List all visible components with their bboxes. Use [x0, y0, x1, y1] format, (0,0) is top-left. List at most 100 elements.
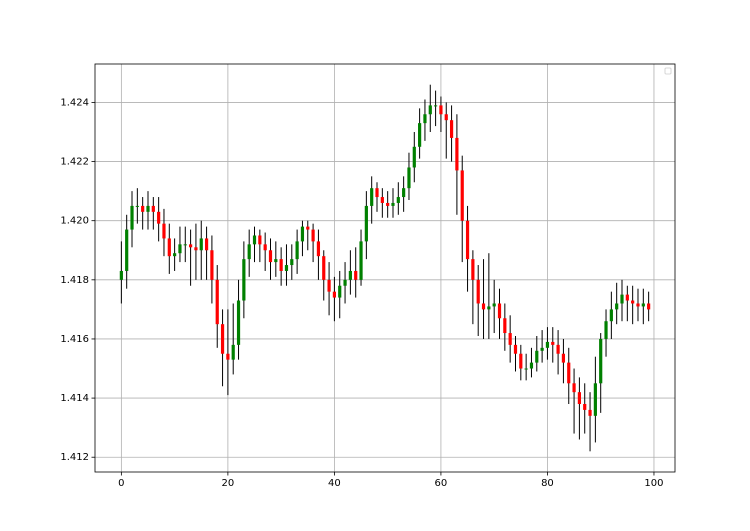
plot-frame — [94, 63, 676, 473]
candle-body — [561, 353, 566, 363]
candle-body — [551, 341, 555, 345]
candle-body — [284, 265, 289, 271]
candle-body — [647, 303, 651, 310]
candle-body — [364, 205, 368, 242]
candle-body — [471, 259, 475, 280]
candle-body — [631, 300, 635, 304]
candle-body — [146, 205, 150, 212]
candle-body — [375, 188, 379, 198]
candle-body — [529, 362, 534, 369]
candle-body — [407, 167, 411, 189]
candle-body — [263, 244, 267, 251]
candle-body — [268, 250, 273, 263]
candle-body — [359, 241, 363, 280]
candle-body — [167, 238, 171, 257]
candle-body — [524, 368, 528, 370]
candle-body — [173, 253, 177, 257]
candle-body — [599, 338, 603, 384]
x-tick-label: 100 — [644, 478, 663, 489]
candle-body — [130, 205, 134, 230]
candle-body — [636, 303, 640, 307]
candles — [119, 84, 651, 452]
candle-body — [540, 347, 544, 351]
candle-body — [615, 303, 619, 310]
candle-body — [332, 291, 337, 298]
candle-body — [226, 353, 230, 360]
candle-body — [609, 309, 613, 322]
candle-body — [412, 146, 416, 168]
candle-body — [567, 362, 571, 384]
candle-body — [316, 241, 321, 257]
candle-body — [423, 114, 427, 124]
candle-body — [460, 170, 464, 221]
candle-body — [141, 205, 145, 212]
candle-body — [508, 333, 512, 345]
x-tick-label: 80 — [541, 478, 554, 489]
candle-body — [439, 105, 443, 115]
x-tick-label: 20 — [222, 478, 235, 489]
x-tick-label: 0 — [118, 478, 124, 489]
candle-body — [311, 229, 315, 242]
legend-box — [664, 67, 672, 75]
candle-body — [220, 324, 225, 354]
candle-body — [231, 344, 235, 360]
candle-body — [391, 202, 395, 206]
candle-body — [194, 247, 198, 251]
candle-body — [236, 300, 241, 345]
candle-body — [535, 350, 539, 363]
candle-body — [418, 123, 422, 147]
y-tick-label: 1.414 — [60, 393, 89, 404]
axes: 0 20 40 60 80 100 1.412 1.414 1.416 1.418 1.420 1.4… — [60, 67, 672, 489]
candle-body — [604, 321, 608, 339]
candle-body — [183, 244, 187, 246]
candle-body — [625, 294, 629, 301]
grid — [95, 64, 675, 472]
candle-body — [513, 344, 518, 354]
candle-body — [386, 202, 390, 206]
candle-body — [338, 285, 342, 298]
candle-body — [199, 238, 203, 251]
candle-body — [204, 238, 209, 251]
candle-body — [444, 114, 448, 121]
candle-body — [577, 392, 581, 404]
candle-body — [402, 188, 406, 198]
candle-body — [433, 105, 438, 107]
candle-body — [151, 205, 155, 212]
candle-body — [322, 256, 326, 280]
candle-body — [620, 294, 624, 304]
candle-body — [465, 220, 470, 260]
candle-body — [354, 270, 358, 280]
candle-body — [119, 270, 123, 280]
y-tick-label: 1.424 — [60, 97, 89, 108]
candle-body — [258, 235, 262, 245]
candle-body — [588, 409, 592, 416]
candle-body — [503, 318, 507, 334]
candle-body — [572, 383, 576, 393]
candle-body — [487, 306, 491, 310]
candle-body — [279, 259, 283, 271]
candle-body — [348, 270, 352, 280]
x-tick-label: 40 — [328, 478, 341, 489]
candle-body — [274, 259, 278, 263]
y-tick-label: 1.422 — [60, 157, 89, 168]
candle-body — [327, 279, 331, 292]
candle-body — [306, 226, 310, 230]
candle-body — [370, 188, 374, 206]
candle-body — [455, 137, 459, 171]
x-tick-label: 60 — [435, 478, 448, 489]
candle-body — [481, 303, 486, 310]
y-tick-label: 1.412 — [60, 452, 89, 463]
candle-body — [593, 383, 597, 416]
candle-body — [295, 241, 299, 260]
candle-body — [178, 244, 182, 254]
y-tick-label: 1.418 — [60, 275, 89, 286]
candle-body — [428, 105, 432, 115]
candle-body — [343, 279, 347, 286]
candle-body — [247, 244, 251, 260]
candle-body — [242, 259, 246, 301]
y-tick-label: 1.416 — [60, 334, 89, 345]
candle-body — [189, 244, 193, 248]
candle-body — [519, 353, 523, 369]
